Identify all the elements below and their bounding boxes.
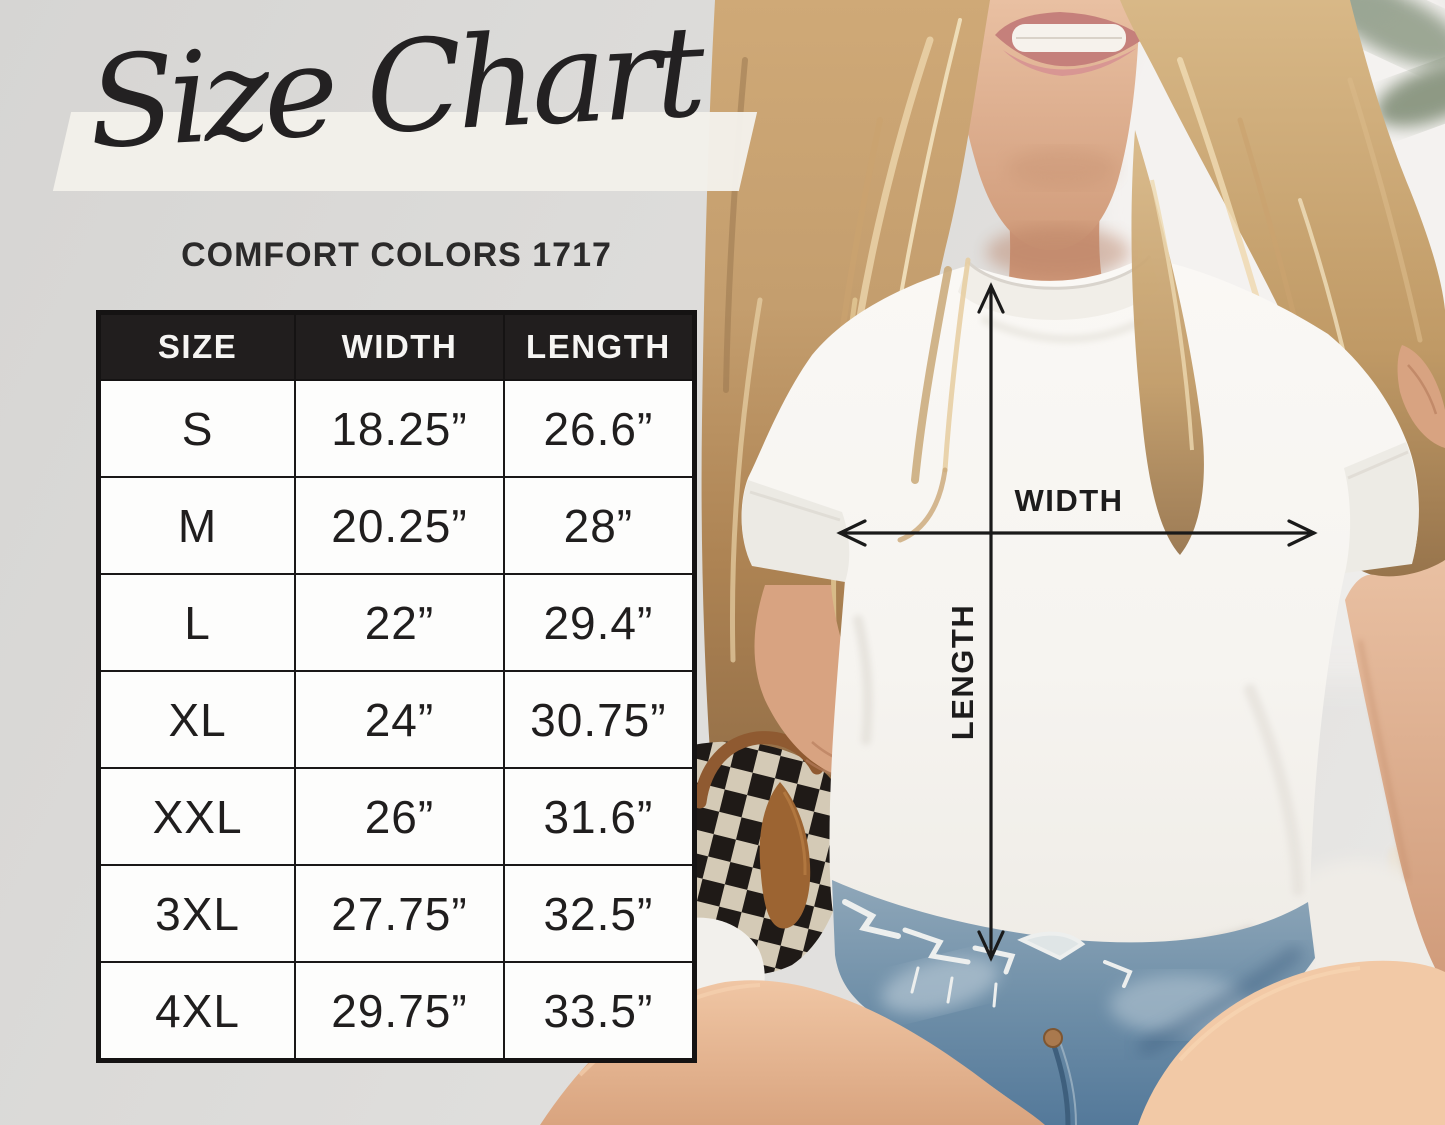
width-cell: 26” [294,767,505,866]
width-cell: 27.75” [294,864,505,963]
width-cell: 29.75” [294,961,505,1062]
width-measure-label: WIDTH [1014,483,1124,518]
column-header-size: SIZE [97,311,297,381]
length-cell: 30.75” [502,670,696,769]
page-subtitle: COMFORT COLORS 1717 [181,236,612,274]
length-cell: 33.5” [502,961,696,1062]
measurement-arrows [836,282,1318,962]
length-measure-label: LENGTH [945,603,980,741]
length-cell: 28” [502,476,696,575]
size-cell: S [97,379,297,478]
width-cell: 24” [294,670,505,769]
length-cell: 26.6” [502,379,696,478]
table-row: M 20.25” 28” [97,476,696,575]
table-row: S 18.25” 26.6” [97,379,696,478]
size-cell: XXL [97,767,297,866]
width-cell: 18.25” [294,379,505,478]
size-chart-table: SIZE WIDTH LENGTH S 18.25” 26.6” M 20.25… [96,310,697,1063]
length-cell: 29.4” [502,573,696,672]
size-cell: 3XL [97,864,297,963]
length-cell: 32.5” [502,864,696,963]
width-cell: 22” [294,573,505,672]
table-row: 3XL 27.75” 32.5” [97,864,696,963]
table-row: XL 24” 30.75” [97,670,696,769]
table-row: L 22” 29.4” [97,573,696,672]
length-cell: 31.6” [502,767,696,866]
table-row: XXL 26” 31.6” [97,767,696,866]
size-cell: XL [97,670,297,769]
width-cell: 20.25” [294,476,505,575]
size-cell: 4XL [97,961,297,1062]
column-header-width: WIDTH [294,311,505,381]
table-row: 4XL 29.75” 33.5” [97,961,696,1062]
size-cell: M [97,476,297,575]
table-header-row: SIZE WIDTH LENGTH [97,311,696,381]
size-cell: L [97,573,297,672]
column-header-length: LENGTH [502,311,696,381]
